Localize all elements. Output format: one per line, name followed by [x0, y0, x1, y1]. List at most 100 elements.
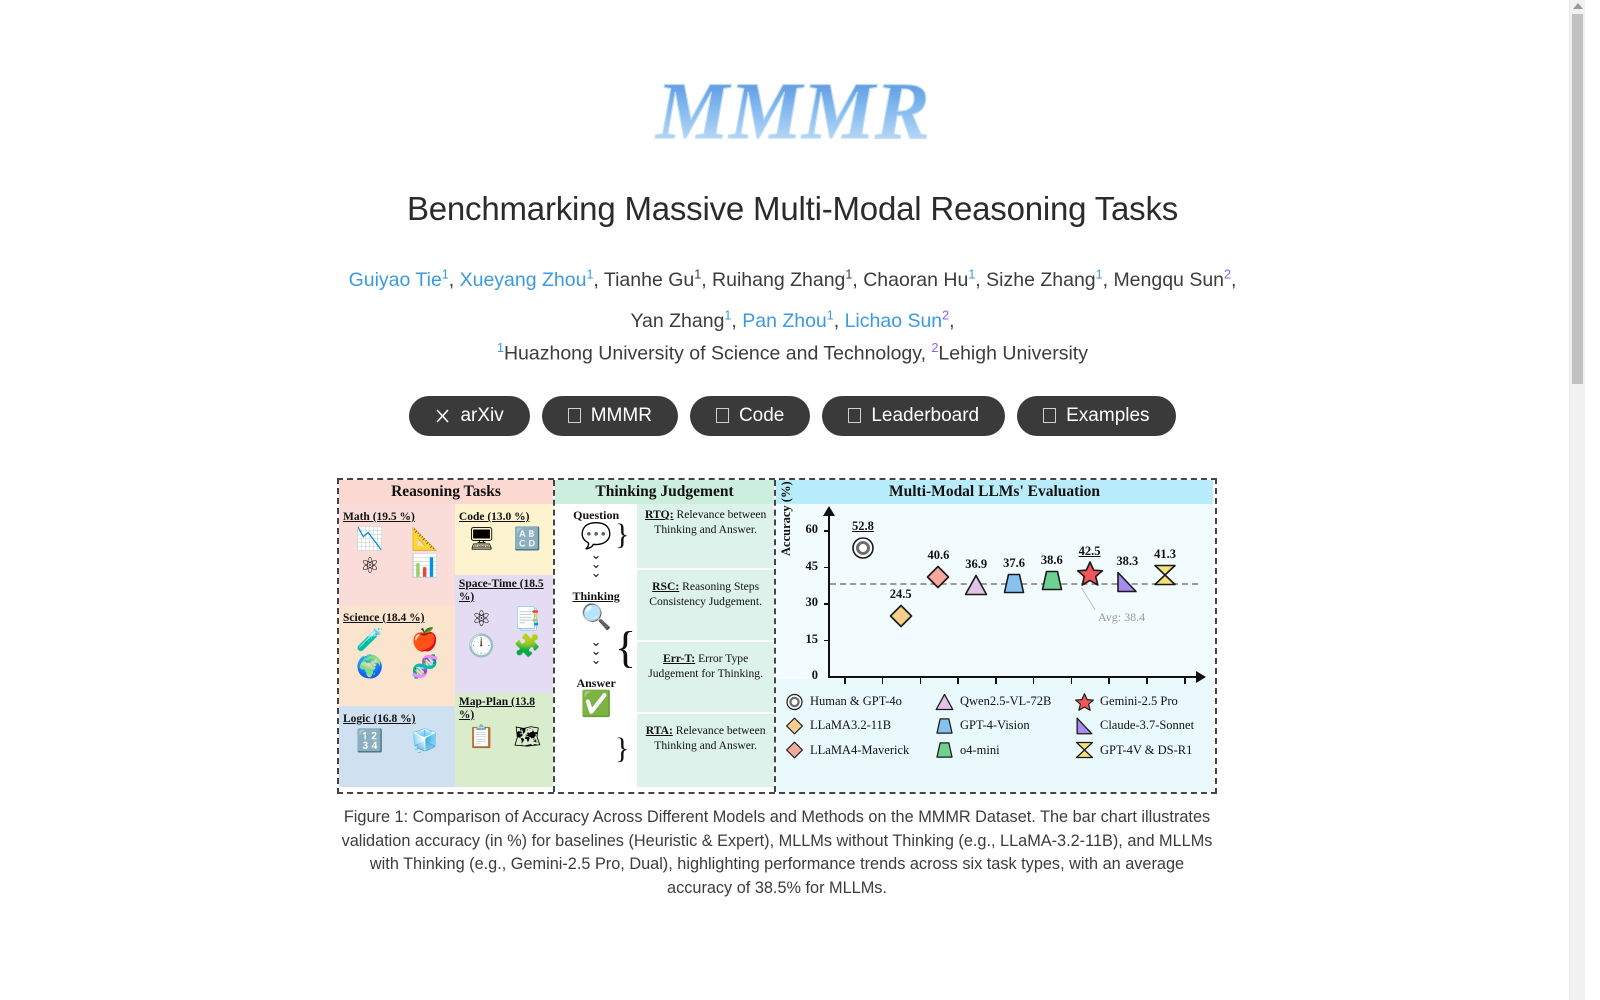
judgement-code: RSC:	[652, 580, 680, 593]
y-tick-label: 15	[805, 631, 819, 646]
author-link[interactable]: Xueyang Zhou	[459, 268, 587, 291]
author-link[interactable]: Guiyao Tie	[348, 268, 442, 291]
figure-1: Reasoning Tasks Math (19.5 %) 📉 📐 ⚛ 📊 Sc…	[337, 478, 1217, 794]
code-button-label: Code	[738, 404, 785, 426]
svg-text:MMMR: MMMR	[654, 65, 929, 156]
reasoning-tasks-panel: Reasoning Tasks Math (19.5 %) 📉 📐 ⚛ 📊 Sc…	[339, 480, 555, 792]
author-link[interactable]: Pan Zhou	[742, 310, 827, 332]
legend-marker-diamond-icon	[784, 717, 804, 735]
legend-marker-bowtie-icon	[1074, 741, 1094, 759]
task-icons-science: 🧪 🍎 🌍 🧬	[343, 627, 452, 680]
marker-trapezoid-icon	[1039, 570, 1065, 596]
judgement-rsc: RSC: Reasoning Steps Consistency Judgeme…	[637, 570, 774, 640]
legend-label: LLaMA4-Maverick	[810, 742, 910, 757]
task-cell-space-time: Space-Time (18.5 %) ⚛ 📑 🕛 🧩	[454, 575, 553, 693]
logo-block: MMMR	[0, 0, 1585, 162]
legend-label: Gemini-2.5 Pro	[1100, 694, 1178, 709]
placeholder-box-icon	[567, 408, 581, 423]
x-tick-mark	[919, 678, 922, 684]
legend-label: o4-mini	[960, 742, 1000, 757]
author-line-2: Yan Zhang1, Pan Zhou1, Lichao Sun2,	[630, 308, 955, 333]
task-label-code: Code (13.0 %)	[458, 511, 530, 523]
y-axis-label: Accuracy (%)	[779, 481, 793, 556]
author-link[interactable]: Lichao Sun	[844, 310, 943, 332]
code-monitor-icon: 🖥	[467, 526, 496, 551]
legend-item: GPT-4V & DS-R1	[1074, 739, 1213, 762]
author-name: Tianhe Gu	[603, 268, 695, 291]
affiliation-sup: 2	[931, 341, 939, 355]
data-marker: 42.5	[1076, 544, 1103, 586]
leaderboard-button[interactable]: Leaderboard	[822, 395, 1006, 436]
thinking-judgement-title: Thinking Judgement	[555, 480, 774, 504]
placeholder-box-icon	[1043, 408, 1057, 423]
page-title: Benchmarking Massive Multi-Modal Reasoni…	[406, 190, 1179, 227]
legend-item: Gemini-2.5 Pro	[1074, 690, 1213, 713]
task-icons-logic: 🔢 🧊	[343, 728, 452, 754]
tasks-column-left: Math (19.5 %) 📉 📐 ⚛ 📊 Science (18.4 %) 🧪	[339, 504, 455, 787]
legend-label: GPT-4-Vision	[960, 718, 1030, 733]
data-marker: 38.6	[1039, 553, 1065, 596]
legend-item: GPT-4-Vision	[934, 714, 1074, 737]
data-marker: 24.5	[888, 587, 914, 629]
task-icons-space-time: ⚛ 📑 🕛 🧩	[459, 606, 550, 659]
science-apple-icon: 🍎	[411, 627, 439, 652]
data-value-label: 41.3	[1154, 546, 1177, 561]
space-atom-icon: ⚛	[471, 606, 492, 631]
mmmr-button[interactable]: MMMR	[541, 395, 678, 436]
reasoning-tasks-grid: Math (19.5 %) 📉 📐 ⚛ 📊 Science (18.4 %) 🧪	[339, 504, 553, 787]
author-name: Sizhe Zhang	[986, 268, 1096, 291]
marker-bowtie-icon	[1152, 564, 1178, 591]
y-tick-mark	[824, 639, 829, 642]
x-tick-mark	[1108, 678, 1110, 684]
legend-label: Qwen2.5-VL-72B	[960, 694, 1052, 709]
flow-arrow-icon: ⌄ ⌄ ⌄	[590, 634, 602, 667]
author-list: Guiyao Tie1, Xueyang Zhou1, Tianhe Gu1, …	[0, 256, 1585, 339]
flow-label-answer: Answer	[576, 676, 616, 690]
data-marker: 38.3	[1114, 554, 1140, 596]
examples-button[interactable]: Examples	[1017, 395, 1176, 436]
judgement-text: Relevance between Thinking and Answer.	[654, 508, 767, 536]
task-label-logic: Logic (16.8 %)	[343, 713, 416, 725]
author-sup: 1	[724, 308, 732, 323]
author-sup: 1	[586, 267, 594, 281]
task-label-math: Math (19.5 %)	[343, 511, 415, 523]
data-value-label: 40.6	[927, 548, 950, 563]
scrollbar-thumb[interactable]	[1572, 14, 1583, 384]
data-value-label: 37.6	[1003, 555, 1025, 570]
legend-label: Claude-3.7-Sonnet	[1100, 718, 1195, 733]
x-tick-mark	[1070, 678, 1073, 684]
author-sup: 1	[694, 267, 702, 281]
author-name: Ruihang Zhang	[712, 268, 846, 291]
y-tick-label: 30	[805, 595, 819, 610]
data-marker: 40.6	[925, 548, 951, 590]
reasoning-tasks-title: Reasoning Tasks	[339, 480, 553, 504]
legend-item: Human & GPT-4o	[784, 690, 934, 713]
code-button[interactable]: Code	[689, 395, 811, 436]
x-tick-mark	[844, 678, 846, 684]
legend-item: LLaMA3.2-11B	[784, 714, 934, 737]
data-marker: 37.6	[1001, 556, 1027, 599]
y-tick-label: 0	[811, 668, 818, 682]
map-globe-pin-icon: 🗺	[513, 724, 542, 749]
y-tick-mark	[824, 603, 829, 605]
tasks-column-right: Code (13.0 %) 🖥 🔠 Space-Time (18.5 %) ⚛ …	[454, 504, 553, 787]
legend-marker-double-circle-icon	[784, 693, 804, 711]
legend-item: o4-mini	[934, 739, 1074, 762]
legend-marker-diamond-icon	[784, 741, 804, 759]
marker-trapezoid-icon	[1001, 573, 1027, 599]
page-scrollbar[interactable]	[1569, 0, 1585, 1000]
author-sup: 1	[968, 267, 976, 281]
x-axis-line	[828, 676, 1198, 678]
task-label-science: Science (18.4 %)	[343, 612, 425, 624]
scroll-up-arrow-icon[interactable]	[1572, 3, 1583, 9]
judgement-rta: RTA: Relevance between Thinking and Answ…	[637, 714, 774, 787]
logic-grid-icon: 🔢	[356, 728, 384, 753]
link-button-row: arXiv MMMR Code Leaderboard Examples	[0, 395, 1585, 436]
legend-label: GPT-4V & DS-R1	[1100, 742, 1193, 757]
chart-legend: Human & GPT-4o Qwen2.5-VL-72B Gemini-2.5 P…	[776, 690, 1213, 762]
arxiv-button[interactable]: arXiv	[409, 395, 530, 436]
data-value-label: 24.5	[889, 587, 912, 602]
placeholder-box-icon	[848, 408, 862, 423]
x-tick-mark	[881, 678, 884, 684]
